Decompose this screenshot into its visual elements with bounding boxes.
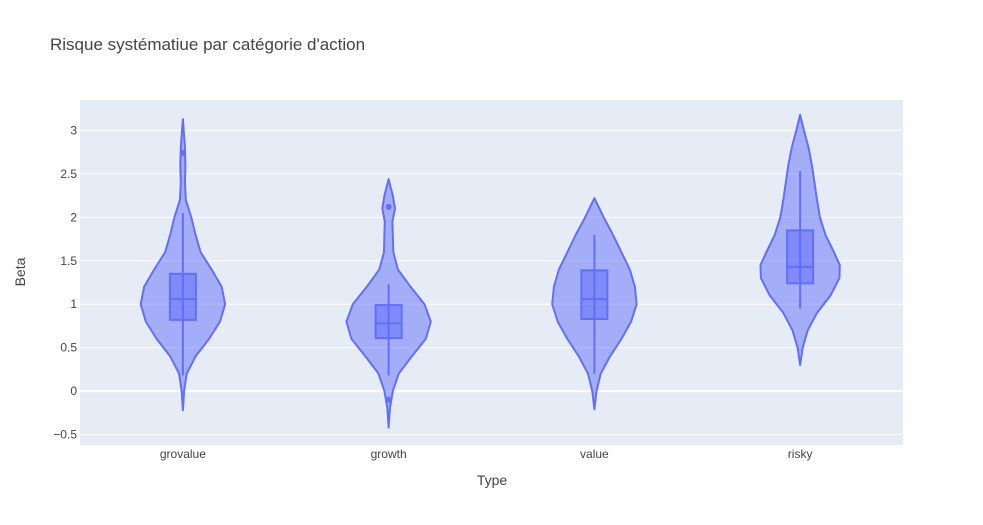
violin-box — [374, 304, 403, 340]
x-axis-title: Type — [477, 472, 508, 488]
y-tick-label: 1 — [70, 297, 77, 311]
y-tick-label: 2 — [70, 210, 77, 224]
outlier-point — [385, 203, 392, 210]
violin-grovalue — [139, 118, 227, 412]
y-tick-label: 3 — [70, 123, 77, 137]
x-tick-label: value — [580, 447, 609, 461]
outlier-point — [385, 396, 392, 403]
y-tick-label: −0.5 — [53, 428, 77, 442]
y-tick-label: 2.5 — [60, 167, 77, 181]
x-tick-label: growth — [371, 447, 407, 461]
y-tick-label: 0.5 — [60, 341, 77, 355]
violin-value — [551, 197, 638, 411]
violin-box — [786, 229, 815, 285]
outlier-point — [179, 150, 186, 157]
y-tick-label: 1.5 — [60, 254, 77, 268]
y-axis-title: Beta — [12, 257, 28, 286]
violin-box — [580, 269, 609, 320]
y-tick-label: 0 — [70, 384, 77, 398]
violin-growth — [345, 178, 432, 429]
violins-layer — [139, 113, 841, 429]
chart-title: Risque systématiue par catégorie d'actio… — [50, 35, 365, 54]
violin-box — [168, 272, 197, 321]
x-axis-ticks: grovalue growth value risky — [160, 447, 813, 461]
violin-risky — [759, 113, 841, 367]
y-axis-ticks: −0.5 0 0.5 1 1.5 2 2.5 3 — [53, 123, 77, 441]
x-tick-label: risky — [788, 447, 813, 461]
x-tick-label: grovalue — [160, 447, 206, 461]
